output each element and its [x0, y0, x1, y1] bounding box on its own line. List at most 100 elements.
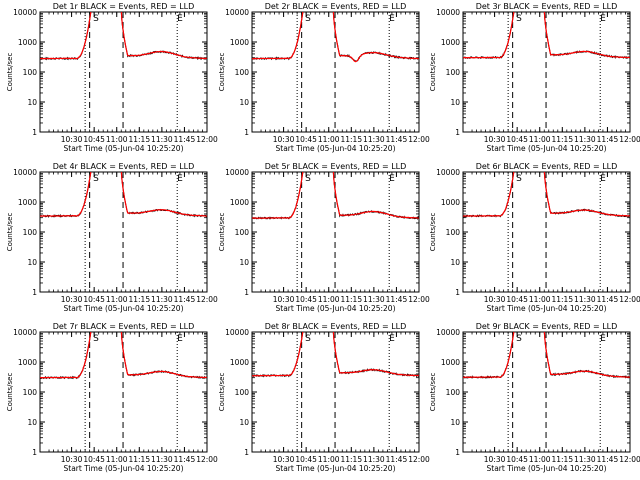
x-tick-label: 11:45: [597, 135, 619, 144]
x-tick-label: 10:30: [61, 295, 83, 304]
panel-title: Det 4r BLACK = Events, RED = LLD: [53, 162, 195, 171]
x-tick-label: 11:00: [106, 455, 128, 464]
y-tick-label: 100: [446, 228, 461, 237]
x-tick-label: 12:00: [408, 295, 430, 304]
end-marker: E: [600, 174, 606, 184]
start-marker: S: [516, 14, 522, 24]
x-tick-label: 11:30: [574, 455, 596, 464]
x-tick-label: 12:00: [619, 295, 640, 304]
panel-title: Det 5r BLACK = Events, RED = LLD: [265, 162, 407, 171]
x-axis-label: Start Time (05-Jun-04 10:25:20): [276, 464, 396, 473]
y-tick-label: 1: [455, 128, 460, 137]
end-marker: E: [600, 14, 606, 24]
x-axis-label: Start Time (05-Jun-04 10:25:20): [276, 304, 396, 313]
x-tick-label: 11:30: [363, 135, 385, 144]
start-marker: S: [516, 334, 522, 344]
end-marker: E: [177, 174, 183, 184]
lld-series-line: [463, 332, 630, 379]
x-tick-label: 10:30: [273, 295, 295, 304]
panel-title: Det 2r BLACK = Events, RED = LLD: [265, 2, 407, 11]
x-tick-label: 11:00: [106, 295, 128, 304]
x-tick-label: 11:45: [386, 135, 408, 144]
x-tick-label: 11:15: [340, 295, 362, 304]
panel-3: Det 3r BLACK = Events, RED = LLD 1 10 100 10…: [429, 2, 640, 153]
x-tick-label: 11:00: [106, 135, 128, 144]
x-tick-label: 11:30: [151, 455, 173, 464]
panel-title: Det 3r BLACK = Events, RED = LLD: [476, 2, 618, 11]
x-tick-label: 11:00: [529, 135, 551, 144]
y-tick-label: 10000: [225, 8, 249, 17]
lld-series-line: [463, 12, 630, 59]
series-group: [40, 332, 207, 380]
x-tick-label: 10:45: [506, 455, 528, 464]
y-tick-label: 10000: [436, 8, 460, 17]
x-tick-label: 12:00: [619, 135, 640, 144]
x-tick-label: 10:45: [295, 135, 317, 144]
y-axis-label: Counts/sec: [6, 373, 14, 412]
x-axis-label: Start Time (05-Jun-04 10:25:20): [64, 464, 184, 473]
x-tick-label: 10:30: [273, 455, 295, 464]
x-tick-label: 11:30: [574, 295, 596, 304]
y-tick-label: 1: [455, 288, 460, 297]
y-tick-label: 100: [235, 228, 250, 237]
x-tick-label: 11:15: [551, 135, 573, 144]
panel-title: Det 6r BLACK = Events, RED = LLD: [476, 162, 618, 171]
x-tick-label: 10:45: [506, 135, 528, 144]
x-tick-label: 11:30: [151, 295, 173, 304]
series-group: [40, 172, 207, 218]
x-tick-label: 11:15: [340, 455, 362, 464]
y-tick-label: 1: [455, 448, 460, 457]
y-tick-label: 100: [446, 388, 461, 397]
x-tick-label: 11:45: [386, 455, 408, 464]
x-tick-label: 10:45: [506, 295, 528, 304]
x-tick-label: 11:15: [551, 455, 573, 464]
panel-7: Det 7r BLACK = Events, RED = LLD 1 10 100 10…: [6, 322, 218, 473]
panel-8: Det 8r BLACK = Events, RED = LLD 1 10 100 10…: [218, 322, 430, 473]
start-marker: S: [516, 174, 522, 184]
y-tick-label: 10: [27, 418, 37, 427]
x-tick-label: 11:30: [363, 455, 385, 464]
y-tick-label: 100: [23, 388, 38, 397]
y-axis-label: Counts/sec: [218, 53, 226, 92]
y-tick-label: 1: [32, 448, 37, 457]
y-tick-label: 10000: [436, 168, 460, 177]
y-tick-label: 10: [27, 98, 37, 107]
x-tick-label: 11:15: [128, 295, 150, 304]
x-tick-label: 11:15: [551, 295, 573, 304]
end-marker: E: [177, 14, 183, 24]
x-tick-label: 11:45: [174, 455, 196, 464]
x-tick-label: 11:45: [597, 455, 619, 464]
panel-2: Det 2r BLACK = Events, RED = LLD 1 10 100 10…: [218, 2, 430, 153]
end-marker: E: [177, 334, 183, 344]
start-marker: S: [305, 174, 311, 184]
y-tick-label: 10: [239, 258, 249, 267]
x-tick-label: 11:15: [128, 135, 150, 144]
start-marker: S: [93, 334, 99, 344]
x-tick-label: 10:30: [273, 135, 295, 144]
x-tick-label: 11:00: [318, 295, 340, 304]
lld-series-line: [40, 172, 207, 217]
x-tick-label: 11:45: [386, 295, 408, 304]
lld-series-line: [252, 172, 419, 219]
start-marker: S: [93, 14, 99, 24]
y-tick-label: 1000: [441, 38, 460, 47]
start-marker: S: [93, 174, 99, 184]
x-tick-label: 11:45: [597, 295, 619, 304]
x-tick-label: 12:00: [619, 455, 640, 464]
y-tick-label: 1: [32, 128, 37, 137]
y-tick-label: 1: [244, 128, 249, 137]
end-marker: E: [389, 174, 395, 184]
series-group: [252, 172, 419, 221]
y-tick-label: 100: [23, 68, 38, 77]
y-tick-label: 10: [450, 418, 460, 427]
y-axis-label: Counts/sec: [218, 213, 226, 252]
y-axis-label: Counts/sec: [429, 53, 437, 92]
x-axis-label: Start Time (05-Jun-04 10:25:20): [64, 304, 184, 313]
y-tick-label: 1: [244, 288, 249, 297]
y-tick-label: 1000: [230, 38, 249, 47]
panel-title: Det 9r BLACK = Events, RED = LLD: [476, 322, 618, 331]
x-tick-label: 12:00: [408, 135, 430, 144]
x-tick-label: 11:15: [128, 455, 150, 464]
series-group: [252, 12, 419, 63]
x-tick-label: 11:45: [174, 295, 196, 304]
